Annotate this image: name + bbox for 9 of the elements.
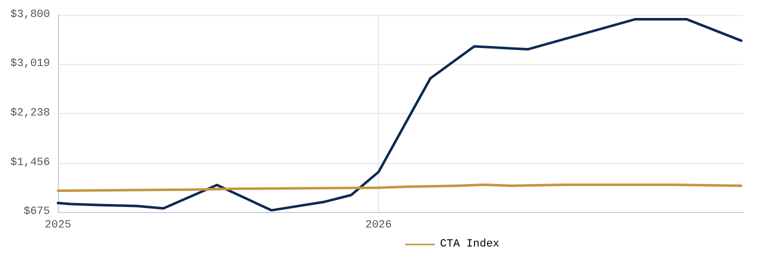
x-tick-label: 2026 xyxy=(365,220,392,232)
y-tick-label: $3,019 xyxy=(10,58,50,70)
y-tick-label: $1,456 xyxy=(10,156,50,169)
legend-label: CTA Index xyxy=(440,238,500,250)
line-series xyxy=(56,18,742,212)
y-tick-label: $675 xyxy=(24,206,50,218)
y-tick-label: $2,238 xyxy=(10,107,50,120)
x-tick-label: 2025 xyxy=(44,220,72,232)
y-tick-label: $3,800 xyxy=(10,9,50,21)
